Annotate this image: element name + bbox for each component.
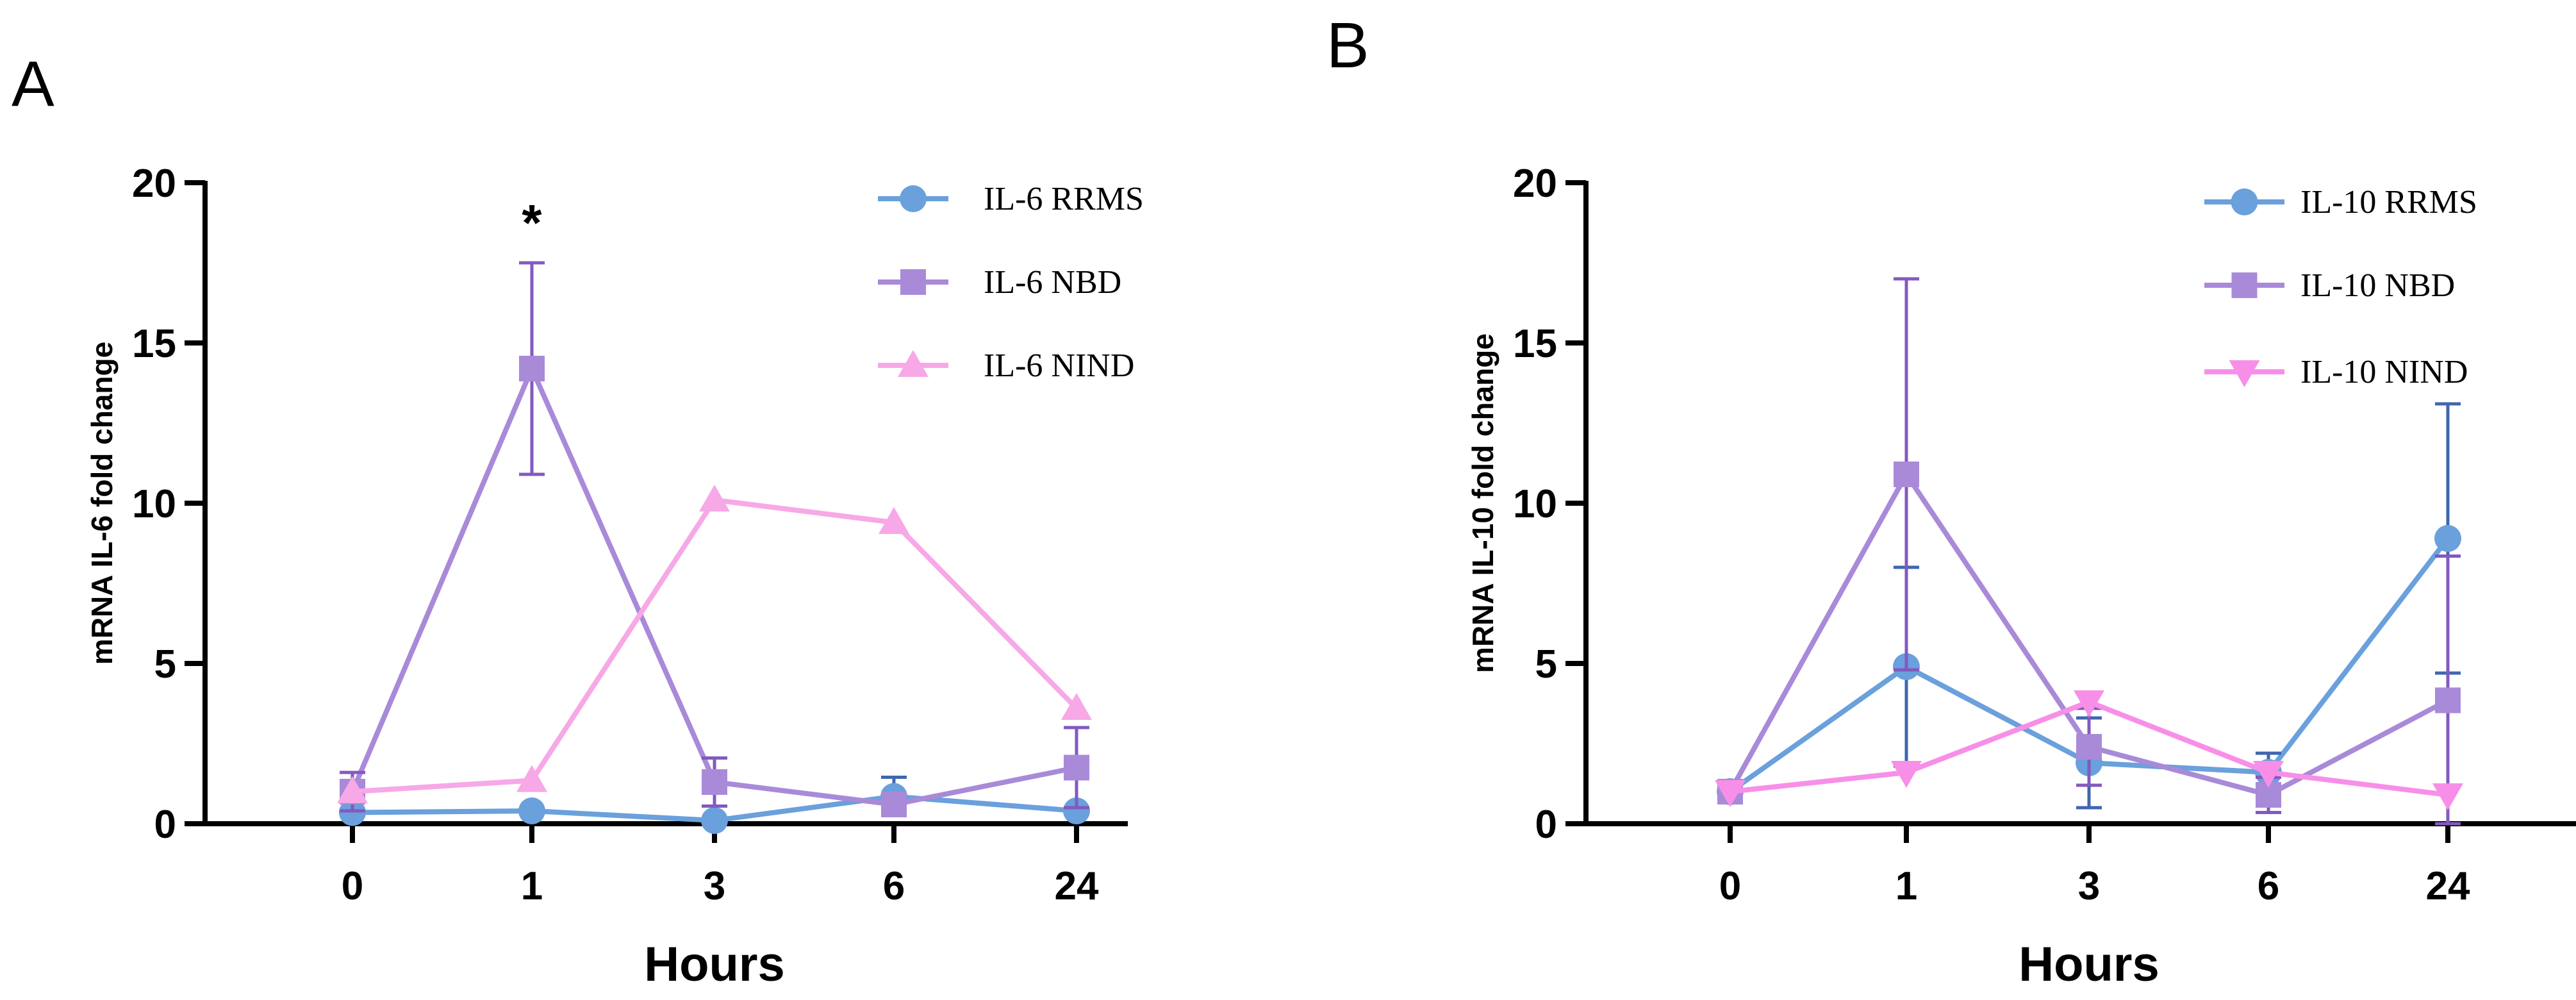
x-tick-label: 0 [342, 864, 363, 908]
data-point [1715, 780, 1746, 807]
legend-marker [900, 185, 927, 212]
panel-label: A [12, 48, 54, 120]
legend-marker [2231, 188, 2258, 215]
data-point [702, 769, 727, 795]
data-point [1064, 754, 1089, 781]
x-tick-label: 6 [2258, 864, 2279, 908]
legend-marker [898, 350, 929, 377]
y-tick-label: 10 [132, 482, 176, 526]
data-point [699, 485, 730, 512]
x-axis-title: Hours [644, 937, 785, 992]
legend-entry: IL-6 NBD [878, 264, 1121, 301]
legend-marker [2229, 360, 2260, 387]
data-point [1061, 693, 1092, 720]
panel-label: B [1326, 10, 1369, 81]
x-tick-label: 1 [521, 864, 543, 908]
legend-entry: IL-10 NIND [2204, 354, 2468, 390]
legend-label: IL-10 NIND [2300, 354, 2468, 390]
data-point [2253, 761, 2284, 788]
x-tick-label: 24 [2426, 864, 2470, 908]
x-axis-title: Hours [2019, 937, 2159, 992]
series-line [352, 497, 1078, 794]
y-tick-label: 20 [1513, 162, 1557, 206]
data-point [2432, 783, 2463, 810]
series-line [350, 366, 1077, 807]
series-il-6-nbd [340, 261, 1089, 817]
y-axis-title: mRNA IL-10 fold change [1466, 333, 1499, 673]
chart-panel-a: A 0 5 10 15 20 0 1 3 6 24 Hours mRNA IL-6 fold chang… [12, 48, 1144, 992]
legend-marker [2231, 272, 2258, 298]
legend-label: IL-6 NBD [984, 264, 1121, 301]
data-point [518, 797, 545, 824]
y-tick-label: 5 [1535, 642, 1557, 687]
x-tick-label: 1 [1895, 864, 1917, 908]
data-point [516, 765, 547, 792]
legend-label: IL-10 RRMS [2300, 184, 2477, 221]
data-point [519, 356, 545, 381]
series-il-6-nind [337, 485, 1092, 803]
data-point [2435, 687, 2461, 713]
data-point [2434, 525, 2461, 552]
data-point [337, 776, 368, 803]
chart-panel-b: B 0 5 10 15 20 0 1 3 6 24 Hours mRNA IL-10 fold chan… [1326, 10, 2576, 992]
y-tick-label: 5 [154, 642, 176, 687]
x-tick-label: 24 [1055, 864, 1099, 908]
data-point [2076, 734, 2102, 760]
y-tick-label: 15 [1513, 322, 1557, 366]
y-tick-label: 0 [154, 803, 176, 847]
y-axis-title: mRNA IL-6 fold change [85, 342, 119, 665]
legend-entry: IL-6 NIND [878, 347, 1134, 384]
legend-marker [900, 269, 926, 295]
legend-label: IL-6 RRMS [984, 181, 1144, 217]
legend-label: IL-10 NBD [2300, 267, 2455, 304]
y-tick-label: 15 [132, 322, 176, 366]
data-point [1891, 761, 1922, 788]
legend-entry: IL-10 RRMS [2204, 184, 2477, 221]
legend-label: IL-6 NIND [984, 347, 1134, 384]
significance-annotation: * [522, 194, 542, 251]
y-tick-label: 20 [132, 162, 176, 206]
series-il-10-nind [1715, 690, 2463, 810]
x-tick-label: 3 [704, 864, 725, 908]
x-tick-label: 0 [1719, 864, 1741, 908]
data-point [2074, 690, 2104, 717]
y-tick-label: 0 [1535, 803, 1557, 847]
data-point [881, 792, 907, 817]
data-point [879, 507, 909, 534]
legend-entry: IL-6 RRMS [878, 181, 1144, 217]
x-tick-label: 3 [2078, 864, 2100, 908]
x-tick-label: 6 [883, 864, 905, 908]
legend-entry: IL-10 NBD [2204, 267, 2455, 304]
data-point [1063, 797, 1090, 824]
series-il-10-nbd [1717, 277, 2461, 826]
y-tick-label: 10 [1513, 482, 1557, 526]
data-point [701, 807, 728, 834]
data-point [1894, 462, 1919, 487]
